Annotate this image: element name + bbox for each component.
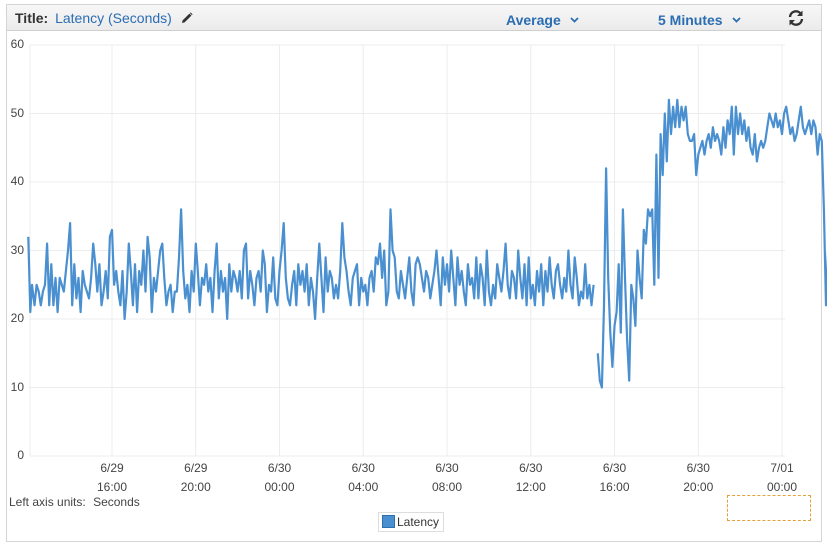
units-value: Seconds (93, 495, 140, 509)
title-label: Title: (15, 10, 49, 26)
refresh-icon[interactable] (786, 8, 806, 28)
widget-title: Title: Latency (Seconds) (15, 10, 193, 27)
chevron-down-icon (570, 10, 579, 26)
chevron-down-icon (731, 10, 741, 26)
x-tick-label: 6/30 08:00 (431, 461, 463, 494)
legend-swatch (382, 515, 395, 528)
left-axis-units: Left axis units: Seconds (9, 495, 140, 509)
title-value-link[interactable]: Latency (Seconds) (55, 10, 172, 26)
x-tick-label: 6/29 16:00 (96, 461, 128, 494)
y-tick-label: 30 (10, 242, 24, 257)
latency-series-line (27, 98, 827, 389)
legend-label: Latency (397, 515, 440, 529)
statistic-dropdown[interactable]: Average (506, 10, 579, 28)
period-value: 5 Minutes (658, 12, 723, 28)
x-tick-label: 6/30 04:00 (348, 461, 379, 494)
x-tick-label: 6/30 00:00 (264, 461, 295, 494)
chart-grid (29, 44, 785, 457)
x-tick-label: 6/29 20:00 (180, 461, 211, 494)
y-tick-label: 10 (10, 379, 24, 394)
x-tick-label: 7/01 00:00 (766, 461, 798, 494)
period-dropdown[interactable]: 5 Minutes (658, 10, 741, 28)
y-tick-label: 20 (10, 311, 24, 325)
widget-header: Title: Latency (Seconds) Average 5 Minut… (7, 5, 821, 31)
zoom-selection-box[interactable] (727, 495, 811, 521)
y-tick-label: 40 (10, 174, 24, 188)
pencil-icon[interactable] (181, 11, 193, 27)
units-label: Left axis units: (9, 495, 86, 509)
x-tick-label: 6/30 16:00 (599, 461, 630, 494)
y-tick-label: 0 (17, 448, 24, 462)
x-tick-label: 6/30 12:00 (515, 461, 546, 494)
y-tick-label: 60 (10, 37, 24, 51)
statistic-value: Average (506, 12, 561, 28)
x-tick-label: 6/30 20:00 (683, 461, 714, 494)
y-tick-label: 50 (10, 105, 24, 120)
legend-item-latency[interactable]: Latency (378, 512, 445, 532)
